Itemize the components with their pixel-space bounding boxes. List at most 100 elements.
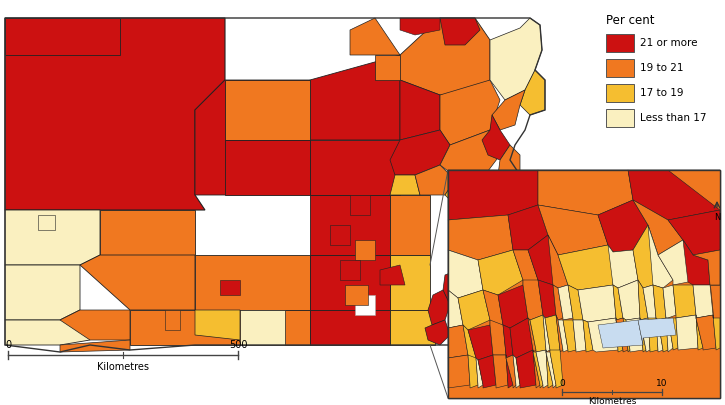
Polygon shape (656, 318, 663, 352)
Polygon shape (633, 200, 683, 255)
Polygon shape (508, 205, 548, 250)
Polygon shape (640, 318, 650, 352)
Polygon shape (390, 195, 430, 255)
Polygon shape (616, 318, 623, 352)
Polygon shape (448, 355, 470, 388)
Polygon shape (390, 130, 450, 175)
Polygon shape (498, 145, 520, 185)
Bar (448, 170, 720, 398)
Polygon shape (556, 315, 563, 352)
Polygon shape (536, 350, 548, 388)
Polygon shape (448, 290, 463, 328)
Polygon shape (676, 315, 698, 350)
Polygon shape (510, 318, 533, 358)
Polygon shape (653, 285, 666, 320)
Polygon shape (355, 295, 375, 315)
Polygon shape (483, 290, 503, 325)
Polygon shape (478, 250, 523, 295)
Polygon shape (5, 310, 90, 345)
Polygon shape (558, 285, 573, 320)
Polygon shape (492, 90, 525, 130)
Polygon shape (530, 315, 546, 352)
Polygon shape (516, 350, 536, 388)
Polygon shape (450, 282, 478, 312)
Polygon shape (415, 165, 455, 195)
Polygon shape (390, 310, 435, 345)
Polygon shape (510, 225, 530, 258)
Polygon shape (428, 290, 450, 325)
Polygon shape (498, 315, 515, 342)
Polygon shape (195, 310, 240, 340)
Polygon shape (310, 140, 400, 195)
Polygon shape (445, 175, 492, 210)
Polygon shape (375, 55, 400, 80)
Polygon shape (220, 280, 240, 295)
Polygon shape (563, 320, 576, 352)
Polygon shape (390, 175, 420, 195)
Polygon shape (648, 318, 658, 352)
Polygon shape (545, 315, 560, 352)
Polygon shape (440, 130, 500, 180)
Polygon shape (668, 318, 678, 350)
Polygon shape (618, 280, 640, 320)
Bar (606, 59, 634, 77)
Text: Kilometres: Kilometres (588, 397, 636, 405)
Polygon shape (693, 285, 713, 318)
Polygon shape (558, 245, 613, 290)
Polygon shape (513, 355, 520, 388)
Polygon shape (440, 80, 500, 145)
Polygon shape (468, 325, 493, 360)
Polygon shape (478, 355, 496, 388)
Polygon shape (130, 310, 310, 345)
Text: 500: 500 (229, 340, 247, 350)
Polygon shape (666, 318, 673, 352)
Polygon shape (628, 170, 720, 220)
Text: 10: 10 (656, 379, 668, 388)
Polygon shape (538, 205, 608, 255)
Polygon shape (350, 18, 400, 55)
Polygon shape (506, 355, 513, 388)
Polygon shape (482, 115, 510, 160)
Polygon shape (598, 200, 648, 252)
Polygon shape (400, 18, 440, 35)
Bar (606, 109, 634, 127)
Polygon shape (648, 225, 673, 288)
Polygon shape (633, 225, 658, 288)
Polygon shape (5, 18, 225, 210)
Polygon shape (400, 80, 440, 140)
Polygon shape (490, 238, 515, 265)
Polygon shape (493, 355, 508, 388)
Polygon shape (658, 318, 668, 352)
Polygon shape (573, 320, 586, 352)
Polygon shape (60, 340, 130, 352)
Polygon shape (643, 285, 656, 320)
Polygon shape (350, 195, 370, 215)
Polygon shape (310, 55, 400, 140)
Polygon shape (448, 250, 483, 298)
Polygon shape (490, 298, 505, 328)
Polygon shape (490, 320, 506, 355)
Polygon shape (543, 315, 550, 352)
Polygon shape (425, 320, 450, 345)
Polygon shape (616, 318, 628, 352)
Polygon shape (225, 80, 310, 140)
Bar (448, 170, 720, 398)
Bar (606, 84, 634, 102)
Polygon shape (523, 280, 543, 320)
Polygon shape (663, 285, 676, 318)
Polygon shape (513, 250, 538, 285)
Polygon shape (448, 170, 538, 220)
Polygon shape (673, 285, 696, 318)
Polygon shape (340, 260, 360, 280)
Polygon shape (558, 320, 568, 352)
Polygon shape (626, 318, 643, 352)
Polygon shape (528, 235, 558, 285)
Text: 0: 0 (5, 340, 11, 350)
Polygon shape (476, 325, 500, 345)
Polygon shape (400, 18, 490, 95)
Polygon shape (80, 255, 195, 310)
Polygon shape (5, 265, 80, 320)
Polygon shape (578, 285, 616, 322)
Polygon shape (498, 285, 528, 328)
Polygon shape (440, 18, 480, 45)
